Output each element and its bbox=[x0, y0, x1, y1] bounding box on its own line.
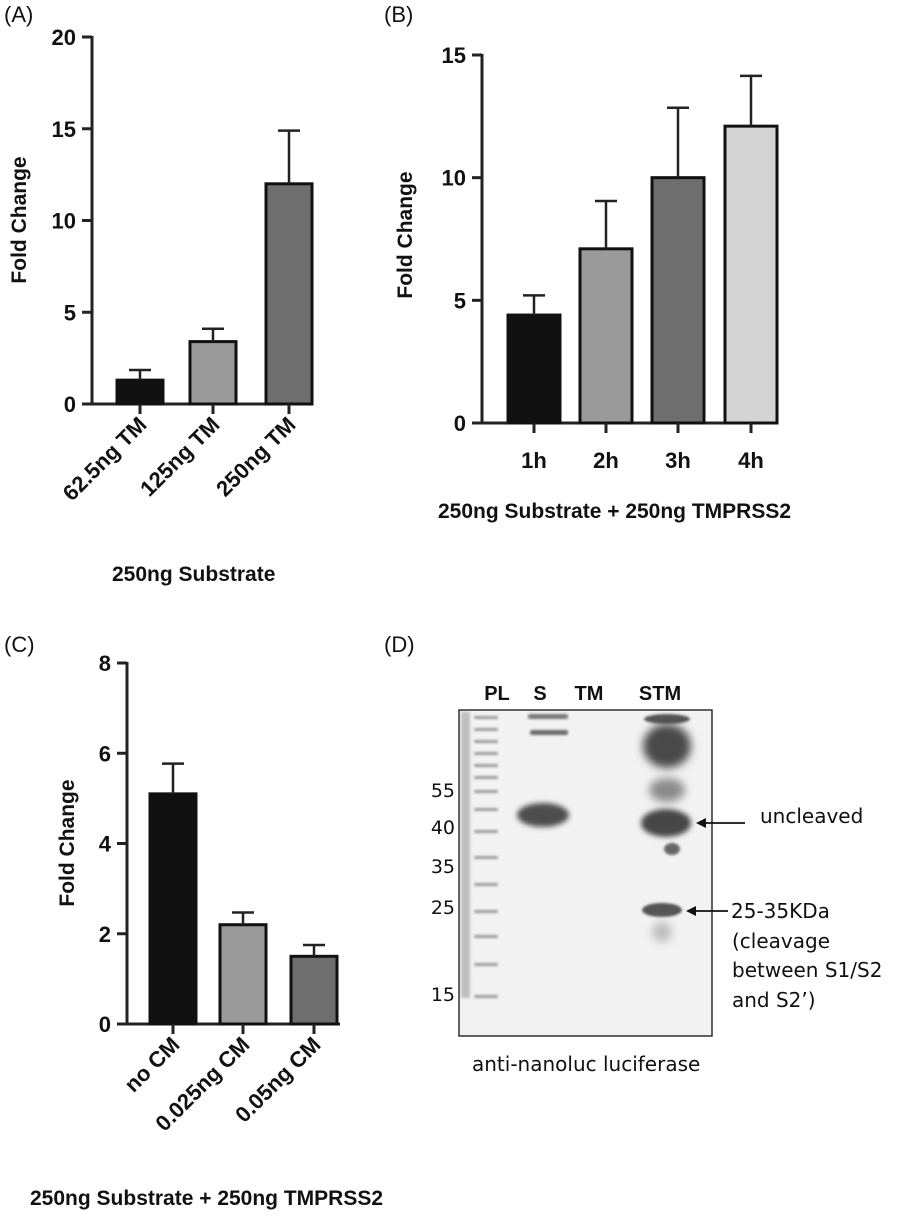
uncleaved-arrow-head bbox=[696, 818, 706, 828]
ladder-rung bbox=[474, 963, 498, 966]
chart-c-bar bbox=[148, 792, 198, 1026]
ladder-rung bbox=[474, 764, 498, 767]
ladder-rung bbox=[474, 856, 498, 859]
chart-b-x-tick-label: 2h bbox=[593, 448, 619, 473]
chart-c-y-tick-label: 4 bbox=[99, 832, 112, 857]
ladder-rung bbox=[474, 716, 498, 719]
chart-b-y-tick-label: 10 bbox=[442, 166, 466, 191]
chart-a-y-tick-label: 5 bbox=[64, 300, 76, 325]
mw-marker-label: 15 bbox=[431, 984, 455, 1006]
ladder-rung bbox=[474, 883, 498, 886]
chart-c-x-tick-label: no CM bbox=[119, 1032, 184, 1097]
chart-a-y-tick-label: 15 bbox=[52, 117, 76, 142]
stm-lane-band-35 bbox=[664, 843, 680, 855]
chart-a-x-tick-label: 125ng TM bbox=[135, 412, 224, 501]
chart-c-y-tick-label: 8 bbox=[99, 651, 111, 676]
stm-lane-band-uncleaved bbox=[641, 809, 691, 837]
chart-c-x-title: 250ng Substrate + 250ng TMPRSS2 bbox=[30, 1187, 384, 1210]
chart-b-bar bbox=[506, 313, 562, 425]
chart-a-x-title: 250ng Substrate bbox=[112, 563, 276, 586]
mw-marker-label: 35 bbox=[431, 856, 455, 878]
chart-a-bar bbox=[264, 182, 314, 406]
stm-lane-band-cleaved bbox=[642, 903, 682, 917]
chart-a-bar bbox=[188, 340, 238, 406]
blot-caption: anti-nanoluc luciferase bbox=[472, 1052, 700, 1076]
chart-a-y-tick-label: 20 bbox=[52, 25, 76, 50]
chart-c-bar bbox=[218, 923, 268, 1026]
mw-marker-label: 55 bbox=[431, 780, 455, 802]
chart-a-x-tick-label: 62.5ng TM bbox=[58, 412, 152, 506]
chart-c-bar bbox=[289, 954, 339, 1026]
s-lane-band-high bbox=[530, 730, 568, 735]
panel-label-b: (B) bbox=[384, 2, 414, 27]
chart-b-bar bbox=[723, 124, 779, 425]
chart-a-x-tick-label: 250ng TM bbox=[211, 412, 300, 501]
cleaved-annotation-line: (cleavage bbox=[732, 929, 830, 953]
chart-b-x-tick-label: 3h bbox=[665, 448, 691, 473]
mw-marker-label: 25 bbox=[431, 897, 455, 919]
chart-a-y-label: Fold Change bbox=[8, 156, 31, 283]
cleaved-annotation-line: and S2’) bbox=[732, 988, 816, 1012]
chart-a-y-tick-label: 0 bbox=[64, 392, 76, 417]
chart-b-y-tick-label: 15 bbox=[442, 43, 466, 68]
stm-lane-smear-tail bbox=[652, 922, 672, 942]
blot-ladder-edge bbox=[461, 712, 470, 998]
chart-b-bar bbox=[578, 247, 634, 425]
chart-c-x-tick-label: 0.025ng CM bbox=[150, 1032, 254, 1136]
cleaved-annotation-line: between S1/S2 bbox=[732, 958, 882, 982]
lane-label: PL bbox=[484, 683, 510, 705]
ladder-rung bbox=[474, 776, 498, 779]
ladder-rung bbox=[474, 740, 498, 743]
chart-b-x-title: 250ng Substrate + 250ng TMPRSS2 bbox=[438, 500, 792, 523]
chart-c-y-tick-label: 2 bbox=[99, 922, 111, 947]
ladder-rung bbox=[474, 808, 498, 811]
lane-label: STM bbox=[639, 683, 681, 705]
ladder-rung bbox=[474, 935, 498, 938]
lane-label: S bbox=[533, 683, 546, 705]
chart-a-bar bbox=[115, 378, 165, 406]
chart-c-y-label: Fold Change bbox=[56, 779, 79, 906]
stm-lane-smear-low bbox=[649, 778, 685, 802]
panel-label-c: (C) bbox=[4, 632, 35, 657]
uncleaved-annotation: uncleaved bbox=[760, 804, 863, 828]
blot-membrane bbox=[458, 709, 713, 1037]
chart-b-x-tick-label: 1h bbox=[521, 448, 547, 473]
s-lane-band-top bbox=[528, 714, 568, 719]
panel-label-a: (A) bbox=[4, 2, 34, 27]
chart-b-y-tick-label: 0 bbox=[454, 411, 466, 436]
lane-label: TM bbox=[575, 683, 604, 705]
chart-b-y-label: Fold Change bbox=[394, 171, 417, 298]
cleaved-annotation-line: 25-35KDa bbox=[731, 899, 830, 923]
stm-lane-band-top bbox=[644, 714, 690, 724]
chart-b-x-tick-label: 4h bbox=[738, 448, 764, 473]
ladder-rung bbox=[474, 790, 498, 793]
panel-label-d: (D) bbox=[384, 632, 415, 657]
ladder-rung bbox=[474, 830, 498, 833]
chart-b-bar bbox=[650, 176, 706, 425]
mw-marker-label: 40 bbox=[431, 817, 455, 839]
ladder-rung bbox=[474, 728, 498, 731]
chart-a-y-tick-label: 10 bbox=[52, 209, 76, 234]
chart-c-y-tick-label: 6 bbox=[99, 741, 111, 766]
ladder-rung bbox=[474, 752, 498, 755]
chart-c-y-tick-label: 0 bbox=[99, 1012, 111, 1037]
stm-lane-band-smear bbox=[643, 724, 691, 768]
cleaved-arrow-head bbox=[686, 906, 696, 916]
ladder-rung bbox=[474, 910, 498, 913]
chart-c-x-tick-label: 0.05ng CM bbox=[230, 1032, 325, 1127]
chart-b-y-tick-label: 5 bbox=[454, 288, 466, 313]
ladder-rung bbox=[474, 995, 498, 998]
s-lane-band-uncleaved bbox=[517, 803, 569, 827]
